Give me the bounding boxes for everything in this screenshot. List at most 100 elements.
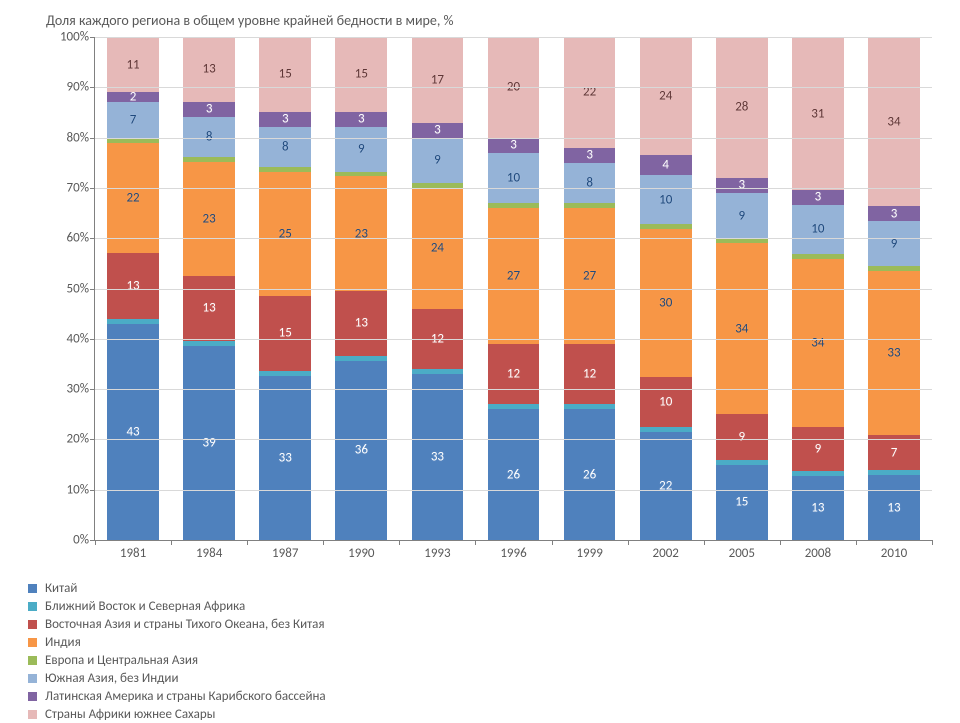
- segment-label: 10: [792, 223, 844, 236]
- x-tick-mark: [628, 540, 629, 545]
- segment-label: 13: [335, 317, 387, 330]
- segment-label: 13: [107, 280, 159, 293]
- segment-label: 10: [488, 171, 540, 184]
- y-axis-label: 0%: [73, 533, 89, 548]
- legend-label: Индия: [45, 635, 81, 650]
- segment-china: 33: [412, 374, 464, 540]
- segment-label: 4: [640, 159, 692, 172]
- segment-ssa: 11: [107, 37, 159, 92]
- segment-label: 9: [792, 442, 844, 455]
- segment-india: 34: [792, 259, 844, 427]
- grid-line: [95, 87, 932, 88]
- segment-mena: [868, 470, 920, 475]
- segment-label: 27: [488, 269, 540, 282]
- segment-label: 3: [716, 179, 768, 192]
- segment-label: 28: [716, 101, 768, 114]
- legend-label: Страны Африки южнее Сахары: [45, 707, 215, 722]
- segment-china: 26: [488, 409, 540, 540]
- segment-lac: 4: [640, 155, 692, 175]
- x-axis-label: 1993: [399, 546, 475, 561]
- segment-mena: [564, 404, 616, 409]
- x-tick-mark: [95, 540, 96, 545]
- x-tick-mark: [247, 540, 248, 545]
- x-tick-mark: [704, 540, 705, 545]
- legend-swatch: [28, 656, 37, 665]
- chart-title: Доля каждого региона в общем уровне край…: [46, 12, 950, 29]
- legend-label: Латинская Америка и страны Карибского ба…: [45, 689, 326, 704]
- y-tick-mark: [90, 439, 95, 440]
- x-axis-label: 1981: [95, 546, 171, 561]
- x-tick-mark: [552, 540, 553, 545]
- segment-label: 15: [335, 68, 387, 81]
- segment-mena: [183, 341, 235, 346]
- segment-lac: 2: [107, 92, 159, 102]
- segment-eca: [259, 167, 311, 172]
- legend-item: Индия: [28, 633, 950, 651]
- segment-ssa: 15: [335, 37, 387, 112]
- y-axis-label: 30%: [67, 382, 89, 397]
- segment-label: 8: [259, 140, 311, 153]
- legend-item: Китай: [28, 579, 950, 597]
- x-axis-label: 2010: [856, 546, 932, 561]
- legend-item: Ближний Восток и Северная Африка: [28, 597, 950, 615]
- segment-sasia: 8: [259, 127, 311, 167]
- chart-frame: 4313227211198139132383131984331525831519…: [46, 37, 934, 565]
- x-axis-label: 1990: [323, 546, 399, 561]
- segment-china: 13: [868, 475, 920, 540]
- segment-lac: 3: [183, 102, 235, 117]
- segment-ssa: 34: [868, 37, 920, 206]
- y-tick-mark: [90, 188, 95, 189]
- y-axis-label: 70%: [67, 180, 89, 195]
- segment-eca: [868, 266, 920, 271]
- segment-india: 22: [107, 143, 159, 254]
- segment-label: 24: [640, 90, 692, 103]
- segment-label: 43: [107, 425, 159, 438]
- segment-eca: [488, 203, 540, 208]
- segment-china: 33: [259, 376, 311, 540]
- legend-swatch: [28, 710, 37, 719]
- segment-india: 23: [183, 162, 235, 277]
- y-tick-mark: [90, 238, 95, 239]
- x-tick-mark: [323, 540, 324, 545]
- legend-item: Страны Африки южнее Сахары: [28, 705, 950, 723]
- segment-lac: 3: [412, 123, 464, 138]
- legend-swatch: [28, 602, 37, 611]
- legend-label: Южная Азия, без Индии: [45, 671, 179, 686]
- grid-line: [95, 339, 932, 340]
- legend-swatch: [28, 584, 37, 593]
- grid-line: [95, 289, 932, 290]
- segment-label: 13: [183, 302, 235, 315]
- y-axis-label: 20%: [67, 432, 89, 447]
- grid-line: [95, 389, 932, 390]
- segment-label: 34: [868, 115, 920, 128]
- segment-sasia: 9: [412, 138, 464, 183]
- grid-line: [95, 238, 932, 239]
- segment-lac: 3: [335, 112, 387, 127]
- segment-china: 36: [335, 361, 387, 540]
- x-tick-mark: [856, 540, 857, 545]
- segment-india: 27: [564, 208, 616, 344]
- x-axis-label: 1987: [247, 546, 323, 561]
- segment-label: 3: [868, 207, 920, 220]
- segment-eap: 15: [259, 296, 311, 371]
- segment-ssa: 22: [564, 37, 616, 148]
- segment-eap: 12: [488, 344, 540, 404]
- segment-eap: 7: [868, 435, 920, 470]
- y-axis-label: 10%: [67, 482, 89, 497]
- legend-swatch: [28, 674, 37, 683]
- segment-sasia: 9: [868, 221, 920, 266]
- segment-eca: [792, 254, 844, 259]
- segment-label: 15: [259, 68, 311, 81]
- x-tick-mark: [171, 540, 172, 545]
- segment-label: 11: [107, 58, 159, 71]
- segment-sasia: 10: [488, 153, 540, 203]
- segment-ssa: 15: [259, 37, 311, 112]
- segment-eap: 13: [107, 253, 159, 318]
- segment-lac: 3: [564, 148, 616, 163]
- segment-eca: [564, 203, 616, 208]
- segment-label: 9: [716, 209, 768, 222]
- y-axis-label: 50%: [67, 281, 89, 296]
- segment-china: 43: [107, 324, 159, 540]
- segment-label: 3: [412, 124, 464, 137]
- segment-label: 31: [792, 107, 844, 120]
